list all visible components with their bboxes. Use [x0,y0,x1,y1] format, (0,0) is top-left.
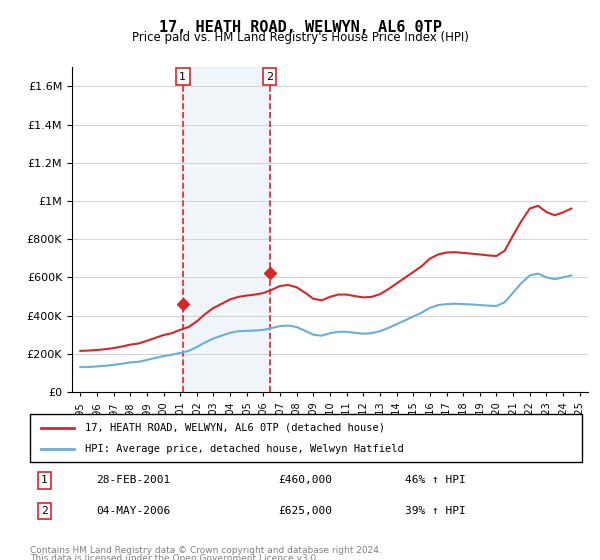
Text: 2: 2 [266,72,273,82]
Text: 39% ↑ HPI: 39% ↑ HPI [406,506,466,516]
Text: 1: 1 [179,72,186,82]
Text: 2: 2 [41,506,48,516]
FancyBboxPatch shape [30,414,582,462]
Text: HPI: Average price, detached house, Welwyn Hatfield: HPI: Average price, detached house, Welw… [85,444,404,454]
Text: 17, HEATH ROAD, WELWYN, AL6 0TP (detached house): 17, HEATH ROAD, WELWYN, AL6 0TP (detache… [85,423,385,433]
Text: 1: 1 [41,475,48,485]
Text: £625,000: £625,000 [278,506,332,516]
Text: 28-FEB-2001: 28-FEB-2001 [96,475,170,485]
Text: Price paid vs. HM Land Registry's House Price Index (HPI): Price paid vs. HM Land Registry's House … [131,31,469,44]
Text: 04-MAY-2006: 04-MAY-2006 [96,506,170,516]
Text: £460,000: £460,000 [278,475,332,485]
Bar [182,67,269,392]
Text: 17, HEATH ROAD, WELWYN, AL6 0TP: 17, HEATH ROAD, WELWYN, AL6 0TP [158,20,442,35]
Text: 46% ↑ HPI: 46% ↑ HPI [406,475,466,485]
Text: Contains HM Land Registry data © Crown copyright and database right 2024.: Contains HM Land Registry data © Crown c… [30,546,382,555]
Text: This data is licensed under the Open Government Licence v3.0.: This data is licensed under the Open Gov… [30,554,319,560]
